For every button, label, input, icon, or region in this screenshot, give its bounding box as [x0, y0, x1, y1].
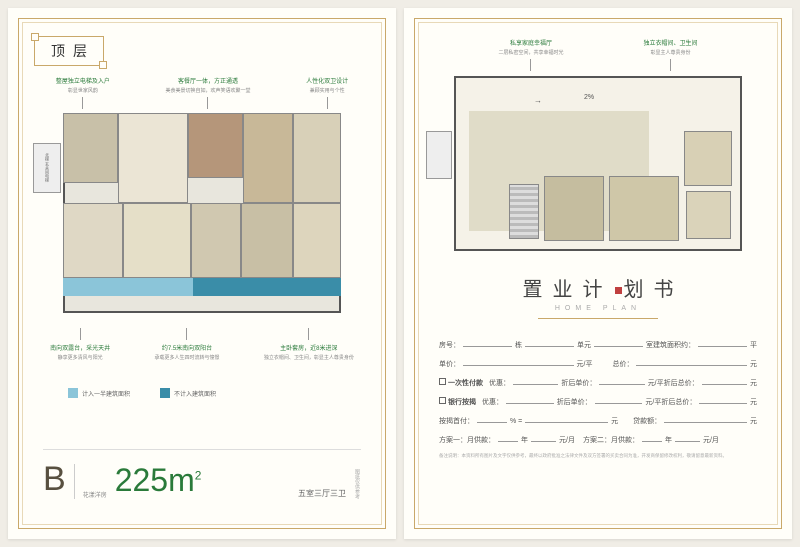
form-row: 方案一：月供款： 年 元/月 方案二：月供款： 年 元/月	[439, 433, 757, 445]
plan-title: 置业计划书 HOME PLAN	[424, 273, 772, 319]
callouts-top-right: 私享家庭幸福厅二层私密空间，共享幸福时光 独立衣帽间、卫生间彰显主人尊贵身份	[424, 38, 772, 71]
arrow-icon: →	[534, 96, 542, 105]
callout: 独立衣帽间、卫生间彰显主人尊贵身份	[644, 38, 698, 71]
field[interactable]	[477, 414, 507, 423]
checkbox-fullpay[interactable]	[439, 378, 446, 385]
callout: 约7.5米南向双阳台承载更多人生四时流转与憧憬	[154, 328, 219, 361]
form-row: 银行按揭 优惠： 折后单价： 元/平 折后总价： 元	[439, 395, 757, 407]
field-total[interactable]	[636, 357, 747, 366]
field-building[interactable]	[463, 338, 512, 347]
balcony-none	[193, 278, 341, 296]
callout: 私享家庭幸福厅二层私密空间，共享幸福时光	[498, 38, 563, 71]
field-unit[interactable]	[525, 338, 574, 347]
floorplan-upper: → 2%	[454, 76, 742, 251]
left-panel: 顶层 整屋独立电梯及入户彰显世家风韵 客餐厅一体，方正通透美食美景切换自如，欢声…	[8, 8, 396, 539]
callout: 人性化双卫设计兼顾实用与个性	[306, 76, 348, 109]
staircase	[509, 184, 539, 239]
swatch-half-icon	[68, 388, 78, 398]
unit-subtitle: 花漾洋房	[83, 490, 107, 499]
form-row: 房号： 栋 单元 室 建筑面积约： 平	[439, 338, 757, 350]
dot-icon	[615, 287, 622, 294]
unit-type: B	[43, 460, 66, 499]
field-area[interactable]	[698, 338, 747, 347]
form-row: 单价： 元/平 总价： 元	[439, 357, 757, 369]
field[interactable]	[506, 395, 554, 404]
unit-area: 225m2	[115, 462, 202, 499]
unit-info: B 花漾洋房 225m2 五室三厅三卫 图纸仅供参考	[43, 449, 361, 499]
balcony-half	[63, 278, 193, 296]
field[interactable]	[595, 395, 643, 404]
legend: 计入一半建筑面积 不计入建筑面积	[68, 388, 216, 398]
field[interactable]	[664, 414, 747, 423]
purchase-form: 房号： 栋 单元 室 建筑面积约： 平 单价： 元/平 总价： 元 一次性付款 …	[439, 338, 757, 460]
field[interactable]	[702, 376, 747, 385]
unit-rooms: 五室三厅三卫	[298, 488, 346, 499]
field[interactable]	[675, 433, 700, 442]
callout: 南向双露台，采光天井静享更多清风与阳光	[50, 328, 110, 361]
checkbox-mortgage[interactable]	[439, 397, 446, 404]
slope-label: 2%	[584, 94, 594, 101]
elevator-box: 北梯 玄关间电梯	[33, 143, 61, 193]
callout: 客餐厅一体，方正通透美食美景切换自如，欢声笑语欢聚一堂	[165, 76, 250, 109]
field[interactable]	[699, 395, 747, 404]
field[interactable]	[642, 433, 662, 442]
disclaimer: 备注说明：本资料所有图片及文字仅供参考，最终以政府批准之法律文件及双方签署的买卖…	[439, 453, 757, 460]
field-price[interactable]	[463, 357, 574, 366]
field[interactable]	[513, 376, 558, 385]
field-room[interactable]	[594, 338, 643, 347]
floor-badge: 顶层	[34, 36, 104, 66]
callout: 主卧套房，近8米进深独立衣帽间、卫生间，彰显主人尊贵身份	[264, 328, 354, 361]
callouts-bottom: 南向双露台，采光天井静享更多清风与阳光 约7.5米南向双阳台承载更多人生四时流转…	[28, 328, 376, 361]
field[interactable]	[525, 414, 608, 423]
callouts-top: 整屋独立电梯及入户彰显世家风韵 客餐厅一体，方正通透美食美景切换自如，欢声笑语欢…	[28, 76, 376, 109]
field[interactable]	[498, 433, 518, 442]
field[interactable]	[531, 433, 556, 442]
unit-note: 图纸仅供参考	[354, 469, 361, 499]
floorplan-main: 北梯 玄关间电梯	[63, 113, 341, 313]
right-panel: 私享家庭幸福厅二层私密空间，共享幸福时光 独立衣帽间、卫生间彰显主人尊贵身份 →…	[404, 8, 792, 539]
field[interactable]	[599, 376, 644, 385]
swatch-none-icon	[160, 388, 170, 398]
form-row: 按揭首付： % = 元 贷款额： 元	[439, 414, 757, 426]
callout: 整屋独立电梯及入户彰显世家风韵	[56, 76, 110, 109]
form-row: 一次性付款 优惠： 折后单价： 元/平 折后总价： 元	[439, 376, 757, 388]
